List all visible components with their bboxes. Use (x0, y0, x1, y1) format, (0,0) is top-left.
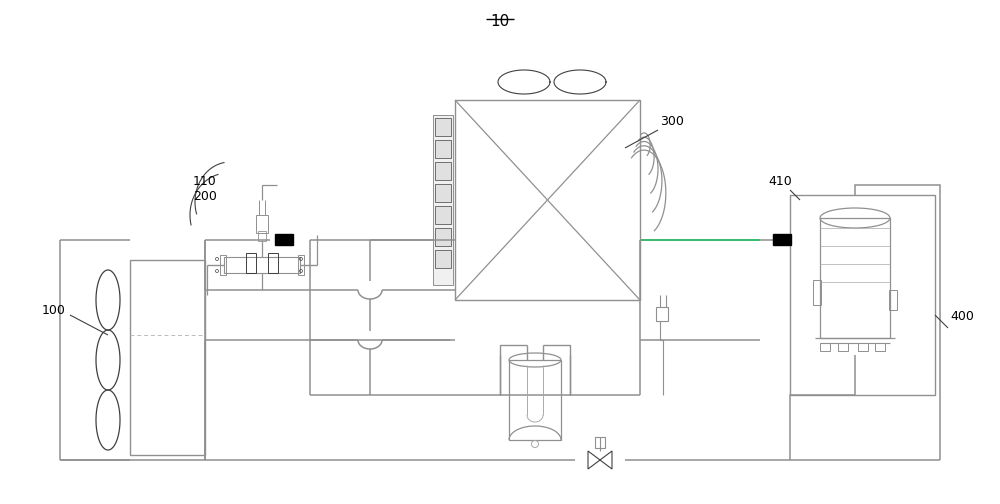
Bar (256, 215, 268, 233)
Text: 100: 100 (42, 303, 66, 317)
Bar (130, 260, 205, 455)
Text: 300: 300 (660, 115, 684, 128)
Bar (435, 228, 451, 246)
Bar (220, 255, 226, 275)
Bar (435, 184, 451, 202)
Text: 10: 10 (490, 14, 510, 29)
Bar (820, 343, 830, 351)
Bar (224, 257, 300, 273)
Text: 400: 400 (950, 310, 974, 323)
Bar (246, 253, 256, 273)
Bar (455, 100, 640, 300)
Bar (838, 343, 848, 351)
Bar (435, 206, 451, 224)
Bar (858, 343, 868, 351)
Bar (656, 307, 668, 321)
Text: 110: 110 (193, 175, 217, 188)
Bar (773, 234, 791, 245)
Text: 410: 410 (768, 175, 792, 188)
Bar (435, 250, 451, 268)
Bar (258, 231, 266, 241)
Bar (820, 218, 890, 338)
Bar (435, 118, 451, 136)
Bar (875, 343, 885, 351)
Bar (435, 140, 451, 158)
Bar (435, 162, 451, 180)
Bar (889, 290, 897, 310)
Bar (595, 437, 605, 448)
Text: 200: 200 (193, 190, 217, 203)
Bar (509, 360, 561, 440)
Bar (790, 195, 935, 395)
Bar (275, 234, 293, 245)
Bar (433, 115, 453, 285)
Bar (298, 255, 304, 275)
Bar (813, 280, 821, 305)
Bar (268, 253, 278, 273)
